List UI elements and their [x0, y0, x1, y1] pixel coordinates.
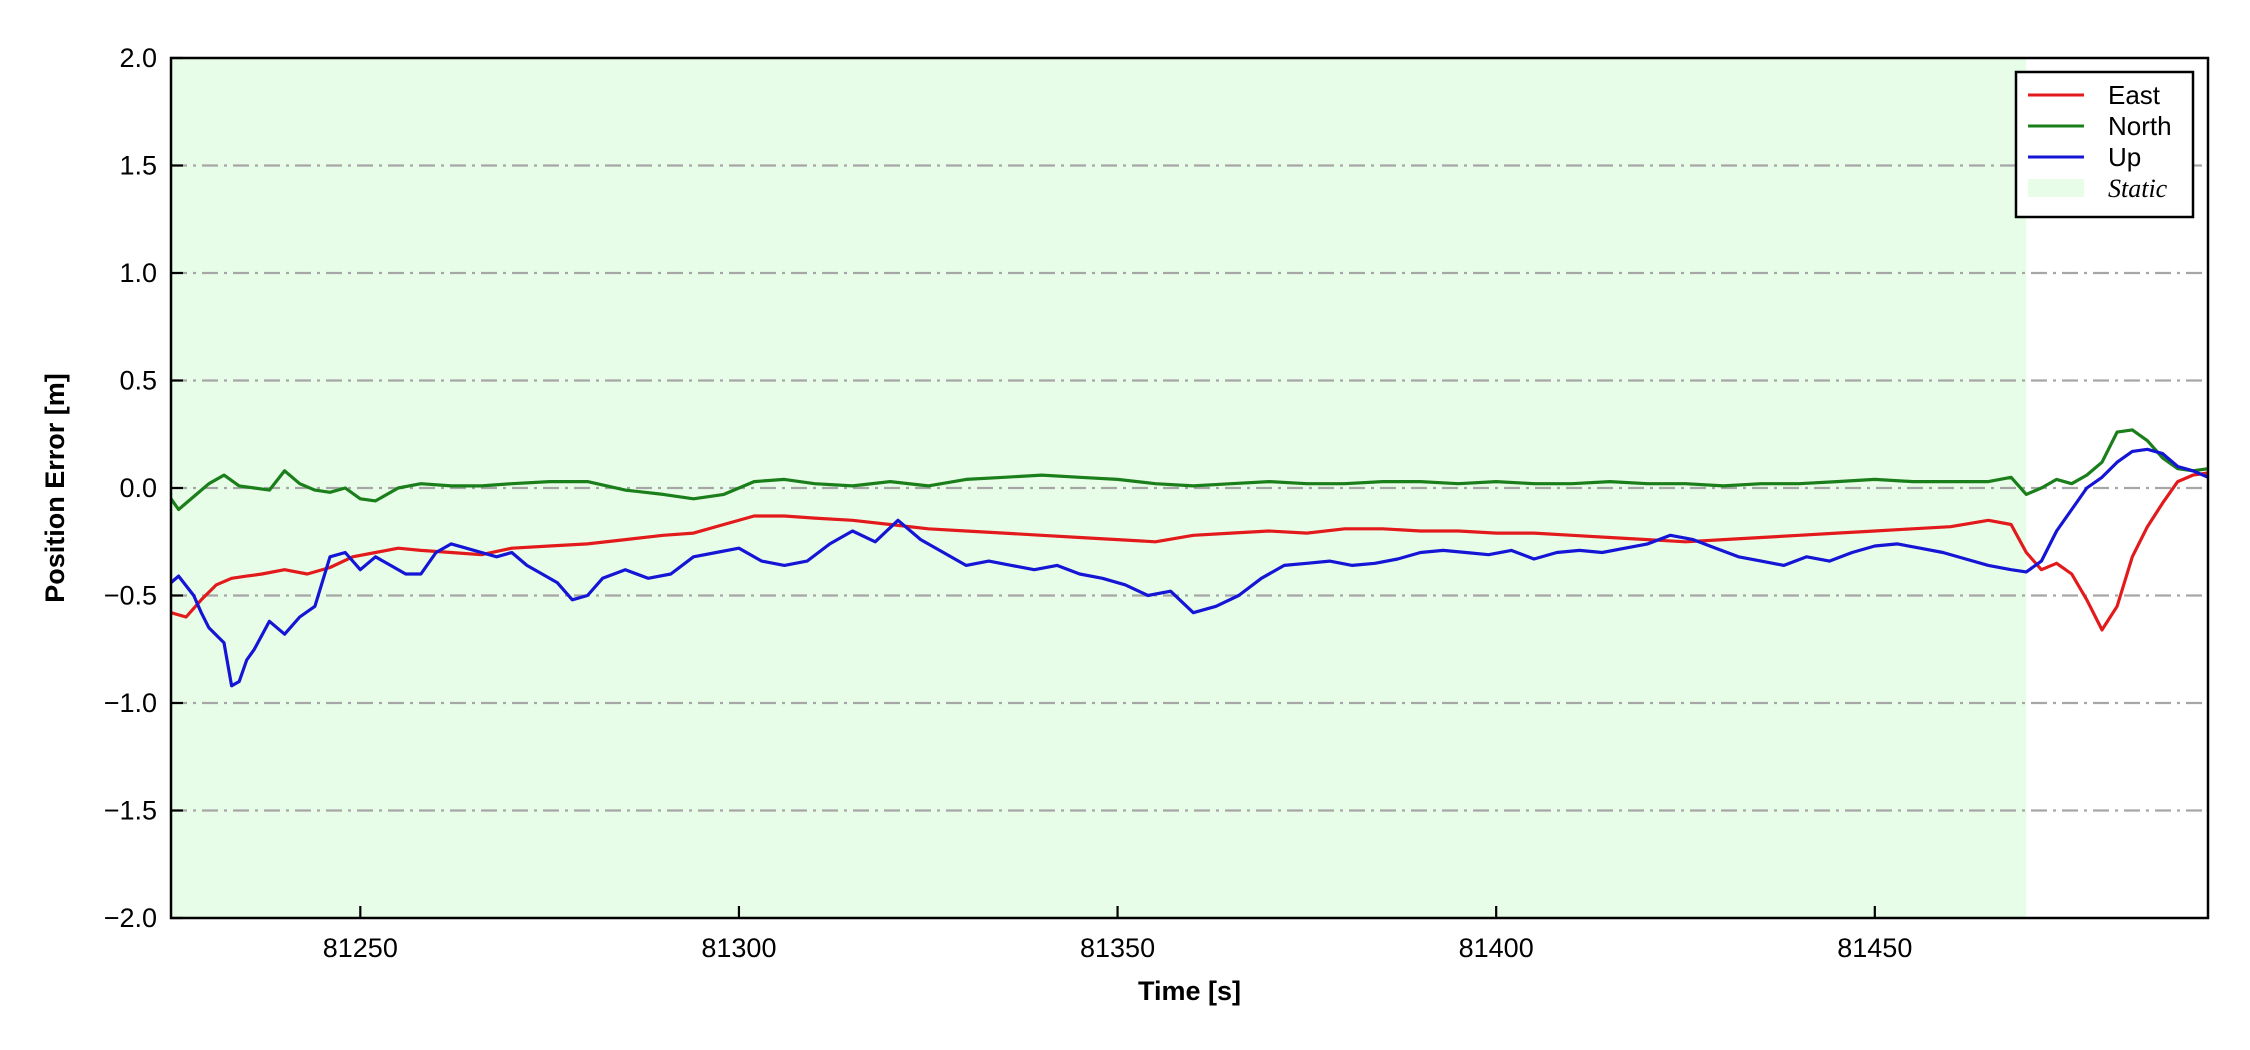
y-axis-ticks: −2.0 −1.5 −1.0 −0.5 0.0 0.5 1.0 1.5 2.0	[104, 43, 183, 933]
y-axis-title: Position Error [m]	[40, 373, 70, 603]
series-line-north	[171, 428, 2208, 512]
legend-label-up: Up	[2108, 142, 2141, 172]
series-line-up	[171, 447, 2208, 688]
y-tick-label: 0.0	[119, 473, 157, 503]
legend-label-east: East	[2108, 80, 2161, 110]
x-axis-title: Time [s]	[1138, 976, 1241, 1006]
y-tick-label: 1.0	[119, 258, 157, 288]
y-tick-label: −1.5	[104, 796, 157, 826]
x-tick-label: 81400	[1459, 933, 1534, 963]
y-tick-label: 0.5	[119, 366, 157, 396]
legend-swatch-static	[2028, 179, 2084, 197]
y-tick-label: −1.0	[104, 688, 157, 718]
x-tick-label: 81350	[1080, 933, 1155, 963]
y-tick-label: −2.0	[104, 903, 157, 933]
y-tick-label: 2.0	[119, 43, 157, 73]
y-tick-label: −0.5	[104, 581, 157, 611]
grid-lines	[171, 164, 2208, 812]
legend-label-static: Static	[2108, 174, 2168, 203]
series-line-east	[171, 471, 2208, 632]
y-tick-label: 1.5	[119, 151, 157, 181]
legend-label-north: North	[2108, 111, 2172, 141]
series-lines	[171, 428, 2208, 688]
x-tick-label: 81450	[1837, 933, 1912, 963]
static-region-shading	[171, 58, 2027, 918]
x-tick-label: 81250	[323, 933, 398, 963]
legend: East North Up Static	[2014, 70, 2195, 219]
x-tick-label: 81300	[701, 933, 776, 963]
x-axis-ticks: 81250 81300 81350 81400 81450	[323, 906, 1912, 963]
